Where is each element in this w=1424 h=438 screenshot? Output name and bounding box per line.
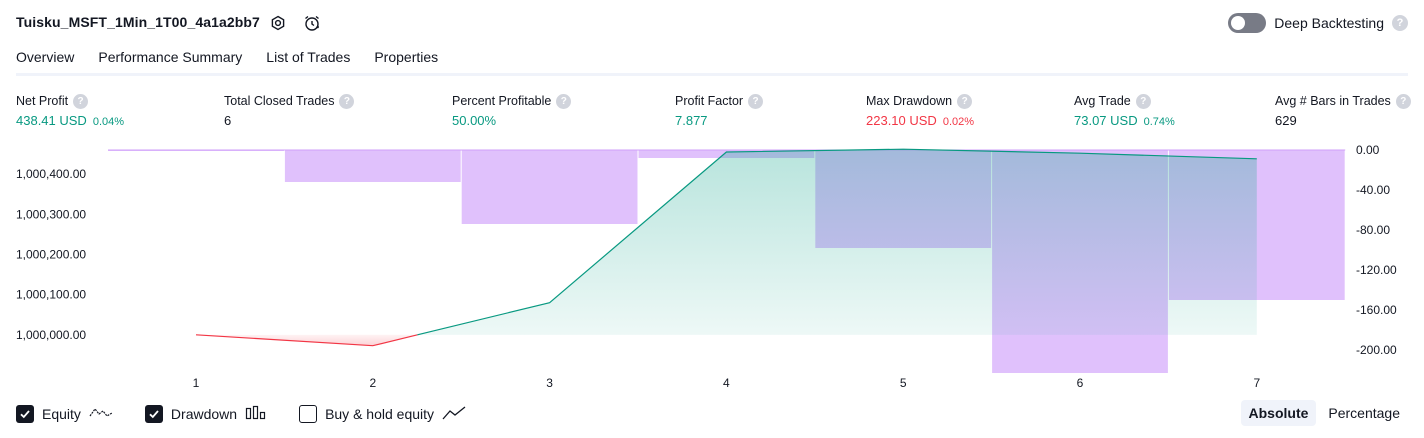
x-axis-tick: 4 — [723, 376, 730, 390]
legend-equity[interactable]: Equity — [16, 405, 113, 424]
metric-total-closed-trades: Total Closed Trades? 6 — [224, 93, 355, 128]
right-axis-tick: -120.00 — [1356, 263, 1397, 277]
metric-percent: 0.74% — [1143, 116, 1175, 128]
x-axis-tick: 3 — [546, 376, 553, 390]
equity-line-positive — [417, 148, 1257, 336]
left-axis-tick: 1,000,100.00 — [16, 288, 86, 302]
metric-value: 50.00% — [452, 113, 497, 128]
info-icon[interactable]: ? — [339, 93, 355, 109]
metric-label: Percent Profitable — [452, 94, 552, 108]
tab-list-of-trades[interactable]: List of Trades — [266, 49, 351, 65]
deep-backtesting-label: Deep Backtesting — [1274, 15, 1384, 31]
drawdown-bar — [108, 150, 284, 151]
tab-properties[interactable]: Properties — [374, 49, 439, 65]
checkbox-checked-icon[interactable] — [144, 405, 163, 423]
x-axis-tick: 1 — [193, 376, 200, 390]
metric-value: 223.10 USD — [866, 113, 937, 128]
x-axis-tick: 6 — [1077, 376, 1084, 390]
metric-label: Avg # Bars in Trades — [1275, 94, 1391, 108]
right-axis-tick: 0.00 — [1356, 143, 1380, 157]
strategy-settings-icon[interactable] — [267, 12, 289, 34]
info-icon[interactable]: ? — [1135, 93, 1151, 109]
metric-label: Total Closed Trades — [224, 94, 335, 108]
percentage-button[interactable]: Percentage — [1328, 405, 1400, 421]
drawdown-bar — [461, 150, 638, 224]
x-axis-tick: 7 — [1253, 376, 1260, 390]
info-icon[interactable]: ? — [73, 93, 89, 109]
metric-value: 6 — [224, 113, 232, 128]
metric-max-drawdown: Max Drawdown? 223.10 USD 0.02% — [866, 93, 974, 128]
legend-label: Drawdown — [170, 406, 238, 422]
right-axis-tick: -80.00 — [1356, 223, 1390, 237]
metric-value: 7.877 — [675, 113, 708, 128]
view-mode-toggle: Absolute Percentage — [1240, 400, 1409, 426]
legend-buy-hold-equity[interactable]: Buy & hold equity — [299, 405, 466, 424]
deep-backtesting-toggle[interactable] — [1228, 13, 1267, 33]
tab-performance-summary[interactable]: Performance Summary — [98, 49, 243, 65]
equity-drawdown-chart[interactable]: 1,000,000.00 1,000,100.00 1,000,200.00 1,00… — [0, 140, 1424, 395]
right-axis-tick: -160.00 — [1356, 303, 1397, 317]
metric-profit-factor: Profit Factor? 7.877 — [675, 93, 764, 128]
strategy-name: Tuisku_MSFT_1Min_1T00_4a1a2bb7 — [16, 14, 260, 30]
checkbox-unchecked-icon[interactable] — [299, 405, 318, 423]
info-icon[interactable]: ? — [748, 93, 764, 109]
buy-hold-line-icon — [442, 405, 466, 424]
equity-line-negative — [195, 334, 418, 347]
report-header: Tuisku_MSFT_1Min_1T00_4a1a2bb7 Deep Back… — [0, 0, 1424, 46]
legend-label: Buy & hold equity — [325, 406, 435, 422]
metric-percent: 0.04% — [92, 116, 125, 128]
drawdown-bars-icon — [245, 405, 267, 424]
drawdown-bar — [284, 150, 461, 182]
equity-negative-area — [196, 334, 418, 346]
legend-label: Equity — [42, 406, 81, 422]
left-axis-tick: 1,000,300.00 — [16, 207, 86, 221]
legend-drawdown[interactable]: Drawdown — [144, 405, 267, 424]
chart-legend: Equity Drawdown Buy & hold equity — [16, 403, 498, 425]
help-icon[interactable]: ? — [1392, 15, 1408, 31]
x-axis-tick: 5 — [900, 376, 907, 390]
tab-overview[interactable]: Overview — [16, 46, 75, 76]
alarm-clock-icon[interactable] — [301, 12, 323, 34]
metric-value: 438.41 USD — [16, 113, 87, 128]
metric-value: 73.07 USD — [1074, 113, 1138, 128]
x-axis-tick: 2 — [369, 376, 376, 390]
metric-label: Max Drawdown — [866, 94, 953, 108]
metric-label: Profit Factor — [675, 94, 744, 108]
metric-label: Avg Trade — [1074, 94, 1131, 108]
report-tabs: Overview Performance Summary List of Tra… — [16, 46, 438, 76]
metric-avg-trade: Avg Trade? 73.07 USD 0.74% — [1074, 93, 1175, 128]
deep-backtesting: Deep Backtesting ? — [1228, 13, 1408, 33]
equity-positive-area — [417, 149, 1257, 335]
info-icon[interactable]: ? — [1395, 93, 1411, 109]
left-axis-tick: 1,000,400.00 — [16, 167, 86, 181]
info-icon[interactable]: ? — [957, 93, 973, 109]
metric-value: 629 — [1275, 113, 1297, 128]
checkbox-checked-icon[interactable] — [16, 405, 34, 423]
metric-label: Net Profit — [16, 94, 69, 108]
tabs-divider — [16, 73, 1408, 76]
left-axis-tick: 1,000,000.00 — [16, 328, 86, 342]
left-axis-tick: 1,000,200.00 — [16, 247, 86, 261]
info-icon[interactable]: ? — [556, 93, 572, 109]
metric-net-profit: Net Profit? 438.41 USD 0.04% — [16, 93, 124, 128]
equity-line-icon — [89, 405, 113, 424]
metric-percent: 0.02% — [942, 116, 975, 128]
metric-percent-profitable: Percent Profitable? 50.00% — [452, 93, 572, 128]
right-axis-tick: -200.00 — [1356, 343, 1397, 357]
absolute-button[interactable]: Absolute — [1240, 400, 1317, 426]
metric-avg-bars-in-trades: Avg # Bars in Trades? 629 — [1275, 93, 1411, 128]
right-axis-tick: -40.00 — [1356, 183, 1390, 197]
